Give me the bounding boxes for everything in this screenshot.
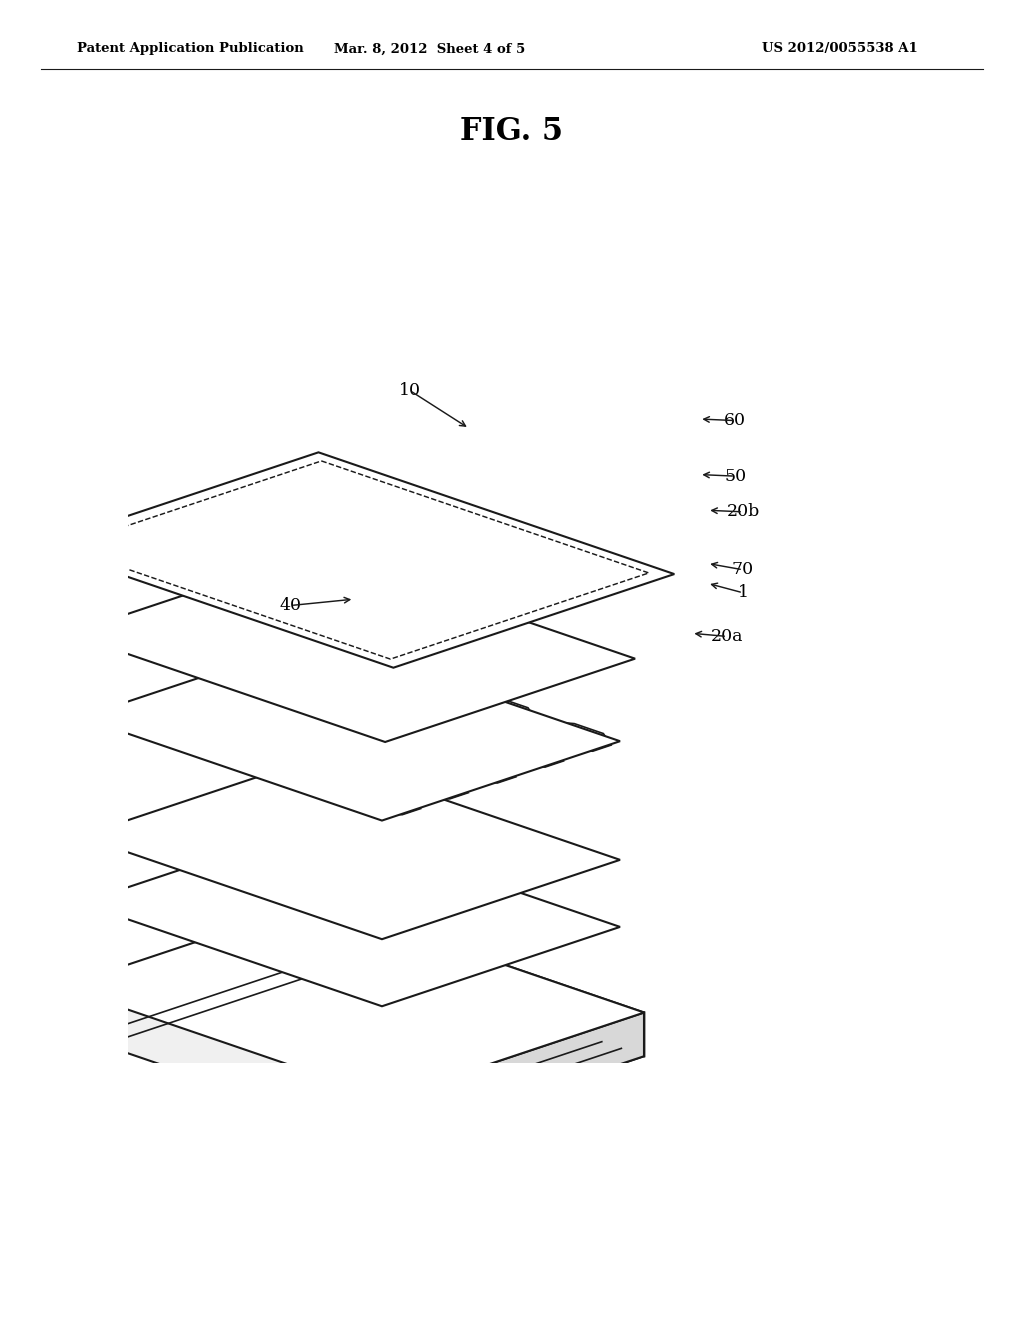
Polygon shape xyxy=(180,733,270,763)
Text: 60: 60 xyxy=(724,412,746,429)
Polygon shape xyxy=(38,453,675,668)
Polygon shape xyxy=(80,756,620,940)
Text: 20a: 20a xyxy=(711,628,743,645)
Polygon shape xyxy=(324,685,413,715)
Polygon shape xyxy=(351,727,440,758)
Polygon shape xyxy=(427,752,516,783)
Polygon shape xyxy=(522,721,611,751)
Polygon shape xyxy=(379,768,468,799)
Polygon shape xyxy=(398,711,488,742)
Polygon shape xyxy=(303,743,393,774)
Polygon shape xyxy=(248,660,337,690)
Polygon shape xyxy=(318,902,644,1056)
Text: US 2012/0055538 A1: US 2012/0055538 A1 xyxy=(762,42,918,55)
Text: 50: 50 xyxy=(724,467,746,484)
Polygon shape xyxy=(446,696,536,726)
Polygon shape xyxy=(61,902,644,1098)
Text: 70: 70 xyxy=(732,561,754,578)
Polygon shape xyxy=(80,824,620,1006)
Polygon shape xyxy=(228,717,317,747)
Polygon shape xyxy=(153,692,242,722)
Text: FIG. 5: FIG. 5 xyxy=(461,116,563,148)
Polygon shape xyxy=(105,708,195,738)
Polygon shape xyxy=(474,737,563,767)
Polygon shape xyxy=(387,1012,644,1142)
Polygon shape xyxy=(275,701,366,731)
Text: Mar. 8, 2012  Sheet 4 of 5: Mar. 8, 2012 Sheet 4 of 5 xyxy=(335,42,525,55)
Polygon shape xyxy=(80,638,620,821)
Text: 40: 40 xyxy=(280,597,302,614)
Text: 10: 10 xyxy=(398,381,421,399)
Text: Patent Application Publication: Patent Application Publication xyxy=(77,42,303,55)
Polygon shape xyxy=(69,550,635,742)
Polygon shape xyxy=(201,676,290,706)
Polygon shape xyxy=(256,759,345,789)
Polygon shape xyxy=(332,784,421,814)
Polygon shape xyxy=(296,643,385,673)
Text: 20b: 20b xyxy=(726,503,760,520)
Polygon shape xyxy=(371,669,461,700)
Polygon shape xyxy=(61,945,644,1142)
Text: 1: 1 xyxy=(737,585,749,602)
